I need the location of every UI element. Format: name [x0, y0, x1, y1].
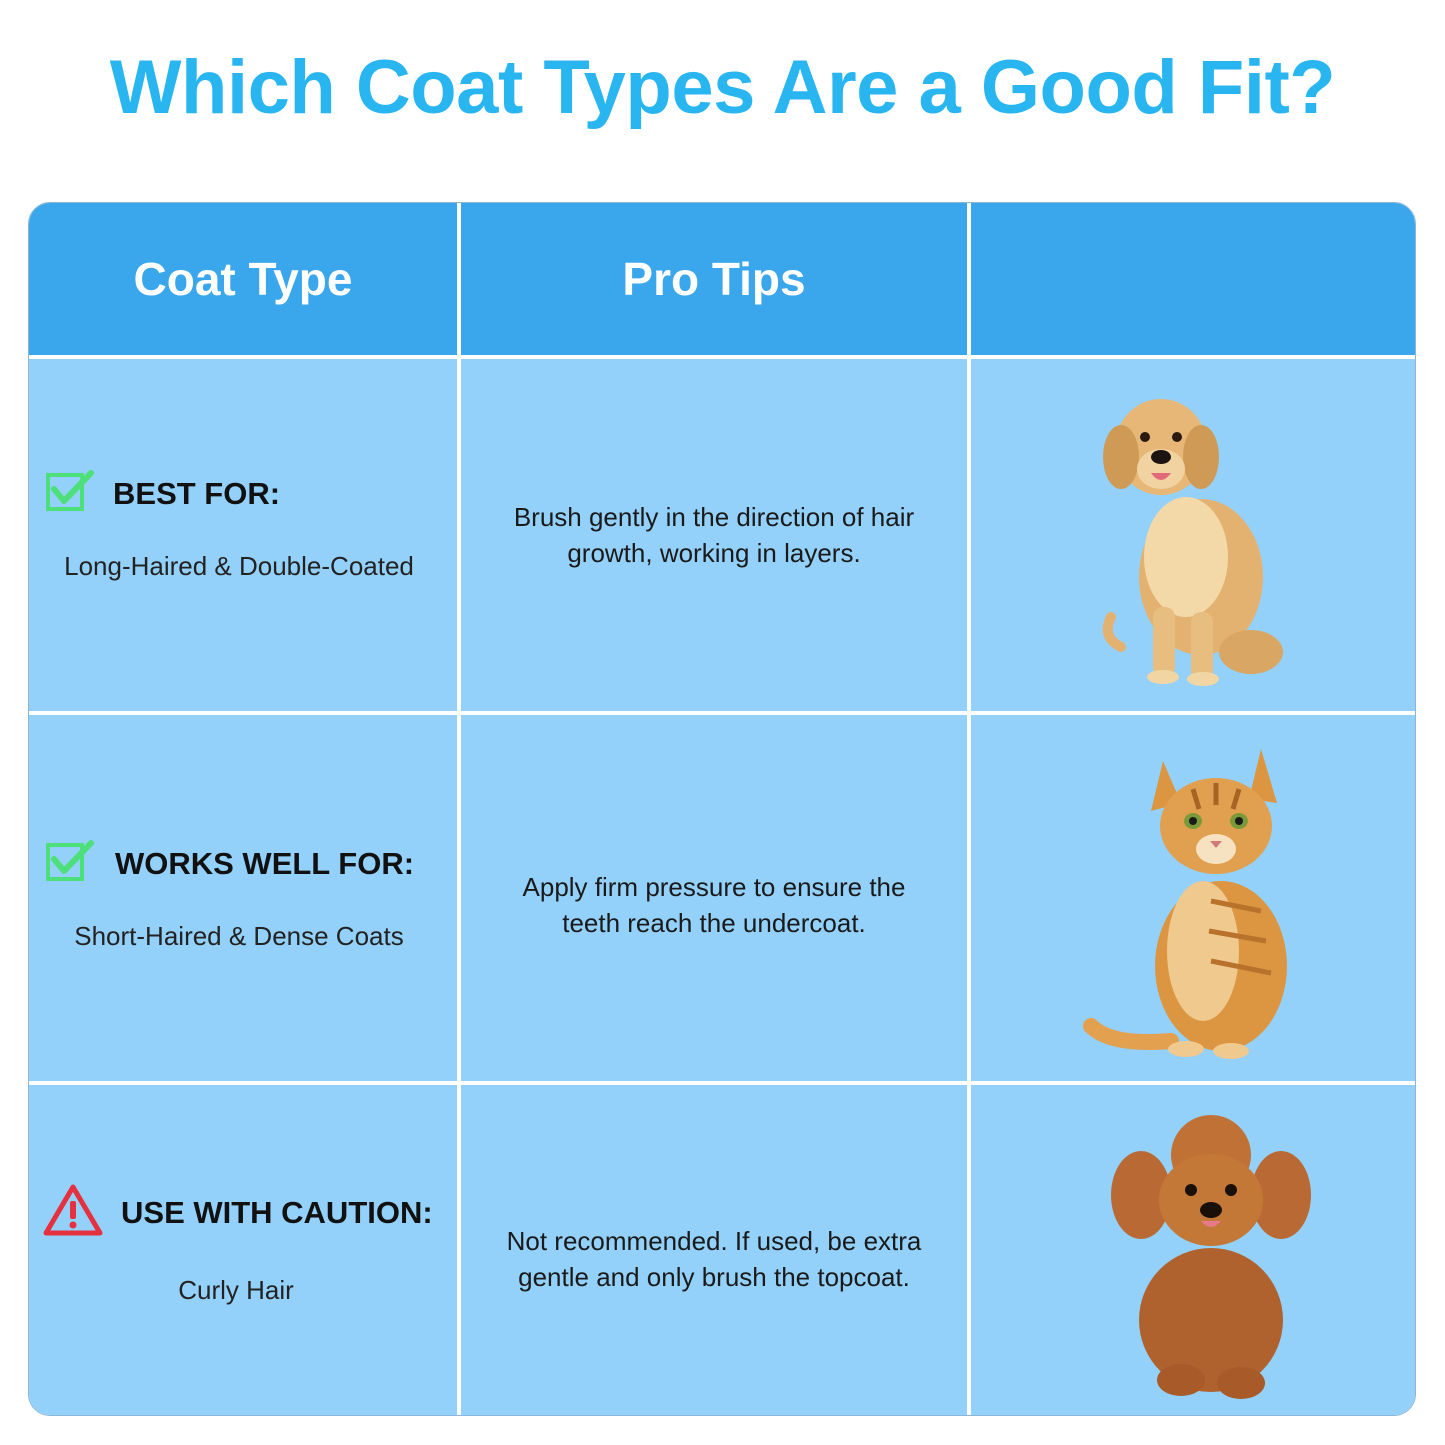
row-3-label-row: USE WITH CAUTION:	[43, 1183, 433, 1242]
check-box-icon	[45, 839, 95, 888]
tabby-cat-icon	[1081, 741, 1321, 1066]
golden-retriever-icon	[1091, 387, 1291, 692]
coat-type-table: Coat Type Pro Tips BEST FOR: Long-Haired…	[28, 202, 1416, 1416]
row-1-label-row: BEST FOR:	[45, 469, 280, 518]
row-3-tip-cell: Not recommended. If used, be extra gentl…	[461, 1085, 967, 1415]
header-image	[971, 203, 1415, 355]
row-3-label: USE WITH CAUTION:	[121, 1194, 433, 1230]
poodle-icon	[1101, 1105, 1321, 1410]
row-2-coat-cell: WORKS WELL FOR: Short-Haired & Dense Coa…	[29, 715, 457, 1081]
row-2-tip: Apply firm pressure to ensure the teeth …	[522, 872, 906, 938]
page-title: Which Coat Types Are a Good Fit?	[109, 45, 1336, 130]
check-box-icon	[45, 469, 95, 518]
row-3-image-cell	[971, 1085, 1415, 1415]
warning-triangle-icon	[43, 1183, 103, 1242]
row-1-coat-cell: BEST FOR: Long-Haired & Double-Coated	[29, 359, 457, 711]
header-cell-coat-type: Coat Type	[29, 203, 457, 355]
row-2-label-row: WORKS WELL FOR:	[45, 839, 414, 888]
row-3-coat: Curly Hair	[178, 1275, 294, 1305]
header-cell-pro-tips: Pro Tips	[461, 203, 967, 355]
row-1-coat: Long-Haired & Double-Coated	[64, 551, 414, 581]
row-2-coat: Short-Haired & Dense Coats	[74, 921, 404, 951]
row-1-label: BEST FOR:	[113, 475, 281, 511]
row-1-image-cell	[971, 359, 1415, 711]
header-coat-type: Coat Type	[133, 253, 353, 305]
row-3-coat-cell: USE WITH CAUTION: Curly Hair	[29, 1085, 457, 1415]
row-2-label: WORKS WELL FOR:	[115, 845, 415, 881]
row-2-tip-cell: Apply firm pressure to ensure the teeth …	[461, 715, 967, 1081]
header-pro-tips: Pro Tips	[622, 253, 806, 305]
header-cell-image	[971, 203, 1415, 355]
row-1-tip: Brush gently in the direction of hair gr…	[513, 502, 915, 568]
row-2-image-cell	[971, 715, 1415, 1081]
row-1-tip-cell: Brush gently in the direction of hair gr…	[461, 359, 967, 711]
row-3-tip: Not recommended. If used, be extra gentl…	[506, 1226, 922, 1292]
